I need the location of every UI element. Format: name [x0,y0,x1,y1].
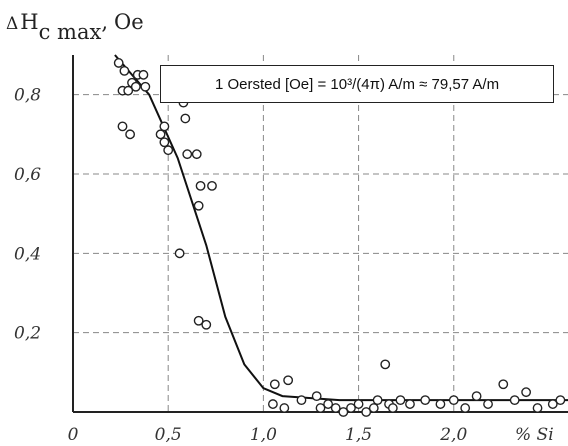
data-point [346,403,356,413]
data-point [405,399,415,409]
y-axis-label-delta: Δ [6,14,19,34]
data-point [555,395,566,405]
x-tick-label: 0,5 [155,425,182,445]
data-point [125,129,136,140]
data-point [123,85,134,96]
data-point [353,399,364,409]
data-point [296,395,307,405]
y-axis-label-main: H [20,10,39,34]
y-axis-label: ΔHc max, Oe [6,10,144,44]
data-point [268,399,278,409]
data-point [138,69,149,80]
data-point [130,81,141,92]
data-point [323,399,334,409]
y-tick-label: 0,6 [14,165,41,185]
data-point [155,129,166,140]
data-points [113,58,566,417]
data-point [498,379,509,390]
y-tick-label: 0,4 [14,244,41,264]
data-point [174,248,185,259]
data-point [191,149,202,160]
data-point [193,315,204,326]
data-point [159,137,170,148]
data-point [193,200,204,211]
y-tick-label: 0,2 [14,324,41,344]
data-point [315,403,326,413]
data-point [117,121,128,132]
x-tick-label: 1,0 [250,425,277,445]
data-point [509,395,520,405]
data-point [532,403,543,413]
data-point [182,149,193,160]
data-point [471,391,482,402]
data-point [483,399,493,409]
data-point [380,359,391,370]
grid-lines [73,55,568,412]
x-tick-label: 0 [68,425,79,445]
data-point [163,145,174,156]
data-point [201,319,212,330]
data-point [159,121,170,132]
data-point [311,391,322,402]
y-axis-label-unit: Oe [114,10,144,34]
data-point [387,403,398,413]
data-point [113,58,124,68]
data-point [279,403,290,413]
data-point [547,399,558,409]
y-axis-label-sub: c max [38,20,102,44]
data-point [395,395,406,405]
data-point [460,403,471,413]
data-point [361,407,372,417]
data-point [283,375,294,386]
y-tick-labels: 0,2 0,4 0,6 0,8 [14,86,41,344]
data-point [521,387,532,398]
data-point [330,403,341,413]
data-point [269,379,280,390]
x-axis-label: % Si [515,425,554,445]
data-point [338,407,349,417]
data-point [368,403,379,413]
x-tick-labels: 0 0,5 1,0 1,5 2,0 [68,425,468,445]
data-point [448,395,459,405]
data-point [435,399,446,409]
y-tick-label: 0,8 [14,86,41,106]
data-point [207,180,217,191]
data-point [420,395,431,405]
data-point [195,180,206,191]
data-point [180,113,191,124]
data-point [119,65,130,76]
x-tick-label: 1,5 [345,425,372,445]
data-point [140,81,151,92]
x-tick-label: 2,0 [439,425,467,445]
unit-conversion-note: 1 Oersted [Oe] = 10³/(4π) A/m ≈ 79,57 A/… [160,65,554,103]
data-point [372,395,383,405]
